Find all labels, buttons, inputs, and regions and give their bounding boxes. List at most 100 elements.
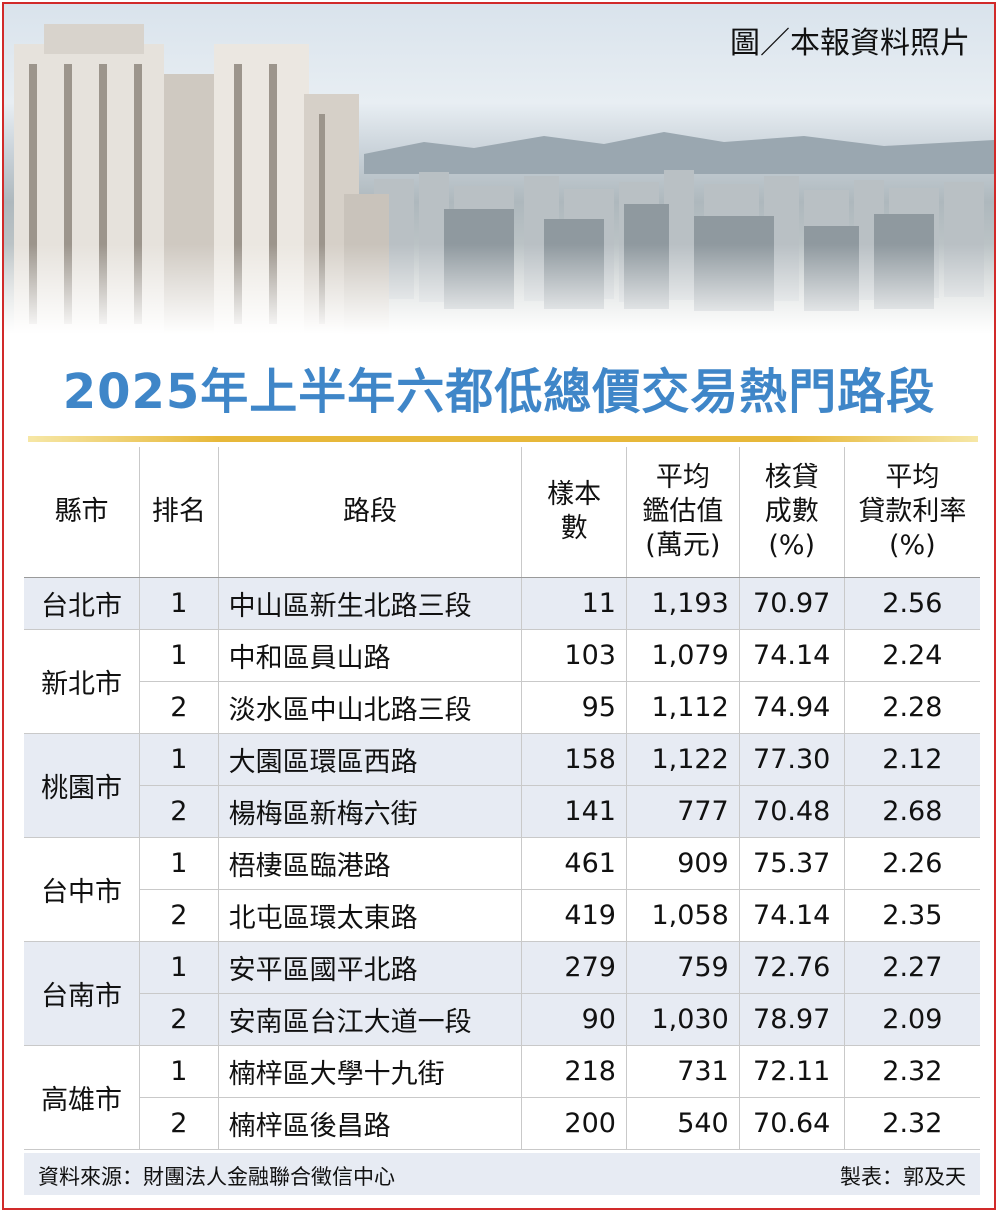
cell-loan-ratio: 78.97 <box>739 993 845 1046</box>
cell-rate: 2.68 <box>844 785 980 838</box>
cell-rate: 2.12 <box>844 733 980 786</box>
cell-city: 桃園市 <box>24 733 141 838</box>
cell-road: 中和區員山路 <box>218 629 523 682</box>
cell-rank: 2 <box>139 1097 219 1150</box>
cell-city: 台北市 <box>24 577 141 630</box>
cell-sample: 141 <box>521 785 627 838</box>
cell-rank: 1 <box>139 941 219 994</box>
cell-city: 台南市 <box>24 941 141 1046</box>
cell-sample: 461 <box>521 837 627 890</box>
title-divider <box>28 436 978 442</box>
cell-rate: 2.28 <box>844 681 980 734</box>
cell-loan-ratio: 74.14 <box>739 629 845 682</box>
cell-price: 731 <box>626 1045 740 1098</box>
header-rate: 平均 貸款利率 (%) <box>844 447 980 578</box>
cell-loan-ratio: 74.14 <box>739 889 845 942</box>
cell-road: 安南區台江大道一段 <box>218 993 523 1046</box>
cell-sample: 279 <box>521 941 627 994</box>
header-rank: 排名 <box>139 447 219 578</box>
cell-price: 540 <box>626 1097 740 1150</box>
cell-rank: 2 <box>139 681 219 734</box>
cell-price: 1,079 <box>626 629 740 682</box>
page-title: 2025年上半年六都低總價交易熱門路段 <box>62 364 936 420</box>
cell-road: 楠梓區後昌路 <box>218 1097 523 1150</box>
cell-city: 新北市 <box>24 629 141 734</box>
cell-rank: 1 <box>139 577 219 630</box>
cell-loan-ratio: 72.76 <box>739 941 845 994</box>
table-footer: 資料來源：財團法人金融聯合徵信中心 製表：郭及天 <box>24 1153 980 1195</box>
cell-price: 1,193 <box>626 577 740 630</box>
cell-rate: 2.27 <box>844 941 980 994</box>
cell-road: 大園區環區西路 <box>218 733 523 786</box>
cell-sample: 103 <box>521 629 627 682</box>
cell-price: 1,122 <box>626 733 740 786</box>
table-row: 2 楊梅區新梅六街 141 777 70.48 2.68 <box>24 785 980 838</box>
cell-sample: 419 <box>521 889 627 942</box>
cell-rank: 2 <box>139 993 219 1046</box>
table-row: 台中市 1 梧棲區臨港路 461 909 75.37 2.26 <box>24 837 980 942</box>
table-row: 新北市 1 中和區員山路 103 1,079 74.14 2.24 <box>24 629 980 734</box>
cell-road: 淡水區中山北路三段 <box>218 681 523 734</box>
table-row: 台北市 1 中山區新生北路三段 11 1,193 70.97 2.56 <box>24 577 980 630</box>
cell-loan-ratio: 70.97 <box>739 577 845 630</box>
cell-sample: 95 <box>521 681 627 734</box>
cell-road: 北屯區環太東路 <box>218 889 523 942</box>
header-loan-ratio: 核貸 成數 (%) <box>739 447 845 578</box>
cell-price: 777 <box>626 785 740 838</box>
cell-road: 楊梅區新梅六街 <box>218 785 523 838</box>
cell-city: 高雄市 <box>24 1045 141 1150</box>
cell-price: 1,058 <box>626 889 740 942</box>
cell-rank: 1 <box>139 837 219 890</box>
data-source: 資料來源：財團法人金融聯合徵信中心 <box>38 1165 395 1189</box>
cell-rate: 2.32 <box>844 1097 980 1150</box>
cell-rate: 2.56 <box>844 577 980 630</box>
cell-loan-ratio: 70.48 <box>739 785 845 838</box>
cell-loan-ratio: 74.94 <box>739 681 845 734</box>
cell-sample: 90 <box>521 993 627 1046</box>
cell-price: 1,112 <box>626 681 740 734</box>
cell-rate: 2.26 <box>844 837 980 890</box>
header-road: 路段 <box>218 447 523 578</box>
cell-price: 759 <box>626 941 740 994</box>
cell-rank: 2 <box>139 889 219 942</box>
table-maker: 製表：郭及天 <box>840 1165 966 1189</box>
header-sample: 樣本數 <box>521 447 627 578</box>
cell-sample: 218 <box>521 1045 627 1098</box>
cell-sample: 158 <box>521 733 627 786</box>
header-price: 平均 鑑估值 (萬元) <box>626 447 740 578</box>
cell-rate: 2.24 <box>844 629 980 682</box>
table-row: 2 淡水區中山北路三段 95 1,112 74.94 2.28 <box>24 681 980 734</box>
photo-credit: 圖／本報資料照片 <box>730 26 970 61</box>
header-city: 縣市 <box>24 447 141 578</box>
cell-loan-ratio: 72.11 <box>739 1045 845 1098</box>
table-row: 高雄市 1 楠梓區大學十九街 218 731 72.11 2.32 <box>24 1045 980 1150</box>
cell-loan-ratio: 77.30 <box>739 733 845 786</box>
data-table: 縣市 排名 路段 樣本數 平均 鑑估值 (萬元) 核貸 成數 (%) 平均 貸款利率 (%)… <box>24 447 980 1150</box>
cell-rank: 1 <box>139 629 219 682</box>
cell-price: 1,030 <box>626 993 740 1046</box>
table-row: 台南市 1 安平區國平北路 279 759 72.76 2.27 <box>24 941 980 1046</box>
city-skyline-photo: 圖／本報資料照片 <box>4 4 994 334</box>
table-row: 2 安南區台江大道一段 90 1,030 78.97 2.09 <box>24 993 980 1046</box>
photo-fade <box>4 244 994 334</box>
cell-rank: 1 <box>139 733 219 786</box>
cell-price: 909 <box>626 837 740 890</box>
table-header-row: 縣市 排名 路段 樣本數 平均 鑑估值 (萬元) 核貸 成數 (%) 平均 貸款利率 (%) <box>24 447 980 578</box>
cell-rank: 1 <box>139 1045 219 1098</box>
cell-rate: 2.35 <box>844 889 980 942</box>
table-row: 2 北屯區環太東路 419 1,058 74.14 2.35 <box>24 889 980 942</box>
cell-sample: 11 <box>521 577 627 630</box>
cell-rate: 2.09 <box>844 993 980 1046</box>
cell-rank: 2 <box>139 785 219 838</box>
cell-city: 台中市 <box>24 837 141 942</box>
cell-road: 安平區國平北路 <box>218 941 523 994</box>
table-row: 桃園市 1 大園區環區西路 158 1,122 77.30 2.12 <box>24 733 980 838</box>
cell-rate: 2.32 <box>844 1045 980 1098</box>
cell-loan-ratio: 75.37 <box>739 837 845 890</box>
cell-loan-ratio: 70.64 <box>739 1097 845 1150</box>
cell-road: 楠梓區大學十九街 <box>218 1045 523 1098</box>
cell-road: 梧棲區臨港路 <box>218 837 523 890</box>
cell-road: 中山區新生北路三段 <box>218 577 523 630</box>
table-row: 2 楠梓區後昌路 200 540 70.64 2.32 <box>24 1097 980 1150</box>
